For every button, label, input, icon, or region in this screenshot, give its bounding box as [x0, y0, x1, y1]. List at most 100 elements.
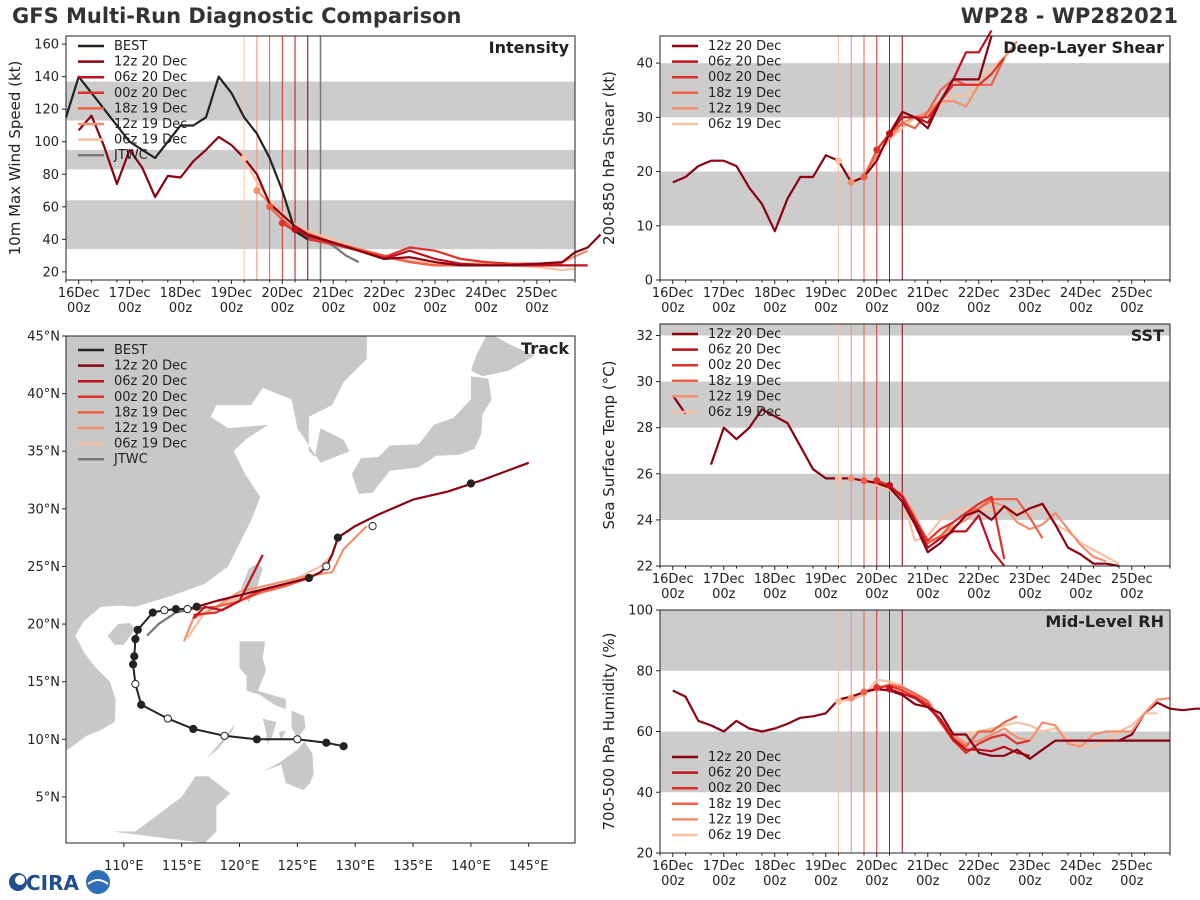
best-track-point — [130, 652, 139, 661]
legend-entry: 18z 19 Dec — [114, 405, 187, 420]
x-tick-label: 16Dec — [652, 859, 694, 874]
y-axis-label: 200-850 hPa Shear (kt) — [600, 71, 618, 245]
x-tick-label: 00z — [423, 301, 447, 316]
x-tick-label: 25Dec — [516, 286, 558, 301]
best-track-point — [137, 700, 146, 709]
land — [351, 376, 492, 494]
shade-band — [660, 63, 1170, 118]
y-tick-label: 20 — [636, 847, 653, 862]
legend-entry: 18z 19 Dec — [708, 374, 781, 389]
x-tick-label: 16Dec — [58, 286, 100, 301]
init-marker — [253, 187, 261, 195]
x-tick-label: 00z — [814, 587, 838, 602]
x-tick-label: 18Dec — [754, 286, 796, 301]
y-tick-label: 26 — [636, 467, 653, 482]
y-tick-label: 80 — [42, 168, 59, 183]
panel-sst: 22242628303216Dec00z17Dec00z18Dec00z19De… — [600, 323, 1171, 602]
init-marker — [873, 477, 881, 485]
x-tick-label: 24Dec — [465, 286, 507, 301]
y-tick-label: 30 — [636, 111, 653, 126]
x-tick-label: 21Dec — [907, 572, 949, 587]
x-tick-label: 21Dec — [312, 286, 354, 301]
init-marker — [835, 157, 842, 165]
panel-title: SST — [1131, 326, 1164, 345]
land — [291, 710, 306, 739]
track-point — [466, 479, 475, 488]
y-tick-label: 15°N — [27, 675, 60, 690]
y-tick-label: 100 — [34, 135, 59, 150]
x-tick-label: 00z — [322, 301, 346, 316]
init-marker — [886, 130, 893, 138]
land — [262, 741, 314, 790]
land — [278, 730, 286, 741]
plot-frame — [65, 335, 576, 844]
x-tick-label: 140°E — [451, 859, 491, 874]
land — [470, 336, 535, 377]
land — [240, 563, 263, 603]
x-tick-label: 00z — [661, 874, 685, 889]
panel-intensity: 2040608010012014016016Dec00z17Dec00z18De… — [6, 35, 602, 316]
legend-entry: 12z 20 Dec — [114, 55, 187, 70]
x-tick-label: 20Dec — [261, 286, 303, 301]
init-marker — [860, 477, 868, 485]
x-tick-label: 23Dec — [1009, 286, 1051, 301]
y-tick-label: 140 — [34, 70, 59, 85]
x-tick-label: 00z — [525, 301, 549, 316]
y-tick-label: 35°N — [27, 445, 60, 460]
y-tick-label: 24 — [636, 513, 653, 528]
y-tick-label: 40 — [636, 786, 653, 801]
land — [239, 641, 286, 710]
x-tick-label: 115°E — [162, 859, 202, 874]
best-track-point — [163, 714, 172, 723]
shade-band — [660, 473, 1170, 520]
track-point — [333, 533, 342, 542]
track-line — [192, 554, 264, 620]
series-line — [672, 35, 993, 233]
track-point — [322, 562, 331, 571]
x-tick-label: 00z — [169, 301, 193, 316]
x-tick-label: 00z — [814, 874, 838, 889]
init-marker — [886, 481, 893, 489]
x-tick-label: 22Dec — [958, 859, 1000, 874]
x-tick-label: 00z — [865, 587, 889, 602]
y-tick-label: 20 — [42, 265, 59, 280]
legend-entry: 00z 20 Dec — [708, 781, 781, 796]
legend-entry: 06z 20 Dec — [114, 70, 187, 85]
x-tick-label: 00z — [220, 301, 244, 316]
legend-entry: 18z 19 Dec — [708, 86, 781, 101]
best-track-point — [160, 606, 169, 615]
x-tick-label: 00z — [967, 587, 991, 602]
init-marker — [860, 688, 868, 696]
track-point — [368, 522, 377, 531]
x-tick-label: 00z — [1120, 587, 1144, 602]
legend-entry: 06z 20 Dec — [708, 343, 781, 358]
legend-entry: 06z 20 Dec — [708, 55, 781, 70]
x-tick-label: 25Dec — [1111, 572, 1153, 587]
x-tick-label: 22Dec — [958, 572, 1000, 587]
x-tick-label: 21Dec — [907, 286, 949, 301]
best-track-point — [131, 679, 140, 689]
legend-entry: 06z 19 Dec — [708, 828, 781, 843]
x-tick-label: 18Dec — [754, 572, 796, 587]
legend-entry: JTWC — [113, 452, 148, 467]
best-track-point — [293, 735, 302, 744]
y-tick-label: 60 — [42, 200, 59, 215]
x-tick-label: 00z — [712, 874, 736, 889]
legend-entry: 06z 19 Dec — [114, 133, 187, 148]
x-tick-label: 00z — [474, 301, 498, 316]
x-tick-label: 125°E — [278, 859, 318, 874]
cira-logo: CIRA — [9, 870, 110, 895]
panel-title: Intensity — [489, 38, 570, 57]
y-axis-label: Sea Surface Temp (°C) — [600, 360, 618, 529]
y-tick-label: 0 — [645, 274, 653, 289]
shade-band — [660, 610, 1170, 671]
track-line — [196, 461, 530, 608]
x-tick-label: 145°E — [509, 859, 549, 874]
x-tick-label: 110°E — [104, 859, 144, 874]
x-tick-label: 00z — [712, 587, 736, 602]
y-tick-label: 22 — [636, 560, 653, 575]
x-tick-label: 20Dec — [856, 572, 898, 587]
land — [107, 622, 136, 645]
